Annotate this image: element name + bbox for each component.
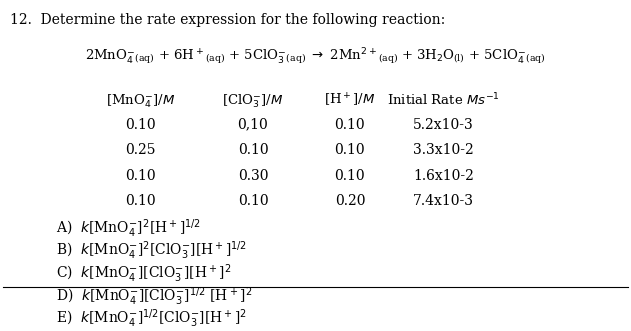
Text: 5.2x10-3: 5.2x10-3 [413,118,474,132]
Text: B)  $\mathit{k}$[MnO$_4^{-}$]$^2$[ClO$_3^{-}$][H$^+$]$^{1/2}$: B) $\mathit{k}$[MnO$_4^{-}$]$^2$[ClO$_3^… [56,240,247,262]
Text: 0.10: 0.10 [125,118,156,132]
Text: 12.  Determine the rate expression for the following reaction:: 12. Determine the rate expression for th… [10,13,445,27]
Text: Initial Rate $\mathit{Ms}^{-1}$: Initial Rate $\mathit{Ms}^{-1}$ [387,92,500,109]
Text: 0.10: 0.10 [125,169,156,183]
Text: 0.10: 0.10 [334,118,365,132]
Text: 3.3x10-2: 3.3x10-2 [413,143,474,157]
Text: A)  $\mathit{k}$[MnO$_4^{-}$]$^2$[H$^+$]$^{1/2}$: A) $\mathit{k}$[MnO$_4^{-}$]$^2$[H$^+$]$… [56,217,201,240]
Text: 0.10: 0.10 [125,194,156,208]
Text: 7.4x10-3: 7.4x10-3 [413,194,475,208]
Text: 1.6x10-2: 1.6x10-2 [413,169,474,183]
Text: 0.10: 0.10 [334,143,365,157]
Text: 0.10: 0.10 [334,169,365,183]
Text: 0.30: 0.30 [238,169,268,183]
Text: 0.25: 0.25 [125,143,156,157]
Text: [MnO$_4^{-}$]/$\mathit{M}$: [MnO$_4^{-}$]/$\mathit{M}$ [106,92,175,110]
Text: 0.20: 0.20 [334,194,365,208]
Text: 2MnO$_4^{-}$$_{\mathregular{(aq)}}$ + 6H$^+$$_{\mathregular{(aq)}}$ + 5ClO$_3^{-: 2MnO$_4^{-}$$_{\mathregular{(aq)}}$ + 6H… [85,47,546,67]
Text: [ClO$_3^{-}$]/$\mathit{M}$: [ClO$_3^{-}$]/$\mathit{M}$ [222,92,284,110]
Text: 0,10: 0,10 [238,118,268,132]
Text: E)  $\mathit{k}$[MnO$_4^{-}$]$^{1/2}$[ClO$_3^{-}$][H$^+$]$^2$: E) $\mathit{k}$[MnO$_4^{-}$]$^{1/2}$[ClO… [56,308,247,330]
Text: D)  $\mathit{k}$[MnO$_4^{-}$][ClO$_3^{-}$]$^{1/2}$ [H$^+$]$^2$: D) $\mathit{k}$[MnO$_4^{-}$][ClO$_3^{-}$… [56,285,252,308]
Text: 0.10: 0.10 [238,143,268,157]
Text: [H$^+$]/$\mathit{M}$: [H$^+$]/$\mathit{M}$ [324,92,375,109]
Text: 0.10: 0.10 [238,194,268,208]
Text: C)  $\mathit{k}$[MnO$_4^{-}$][ClO$_3^{-}$][H$^+$]$^2$: C) $\mathit{k}$[MnO$_4^{-}$][ClO$_3^{-}$… [56,262,232,285]
